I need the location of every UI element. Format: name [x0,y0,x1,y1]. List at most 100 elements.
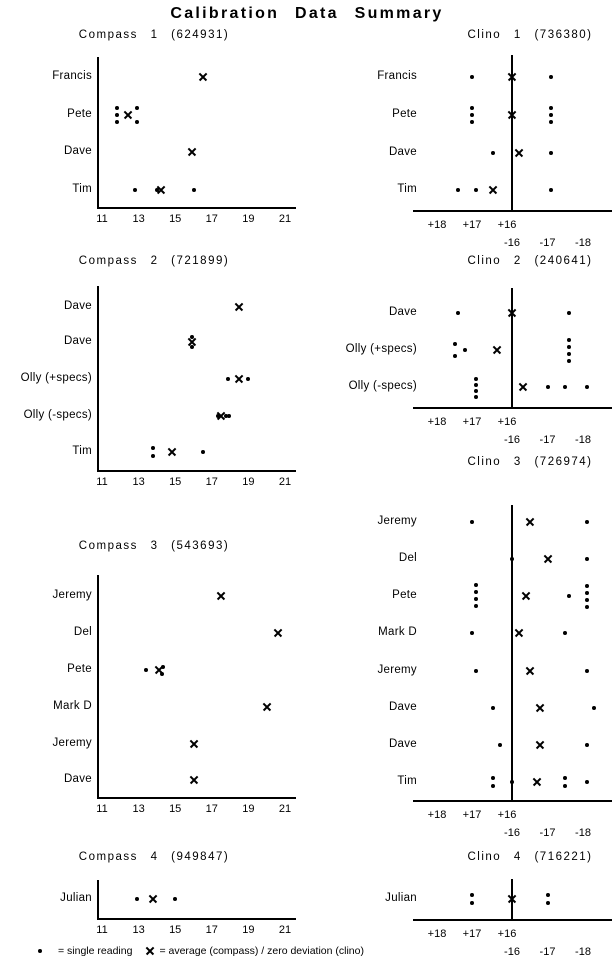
reading-dot [498,743,502,747]
reading-dot [470,893,474,897]
row-label: Olly (-specs) [348,380,417,392]
zero-deviation-cross [532,777,541,787]
chart-title: Compass 3 (543693) [78,540,230,552]
x-tick-label: 21 [278,803,292,815]
reading-dot [456,188,460,192]
average-cross [187,147,196,157]
reading-dot [566,311,571,315]
zero-deviation-line [511,288,513,407]
reading-dot [566,352,571,356]
x-tick-label: 15 [169,803,182,815]
reading-dot [566,338,571,342]
reading-dot [473,395,478,399]
row-label: Mark D [53,700,92,712]
y-axis-line [97,57,99,207]
x-tick-label: 21 [278,213,292,225]
y-axis-line [97,880,99,918]
x-axis-line [413,800,612,802]
row-label: Olly (-specs) [23,409,92,421]
row-label: Dave [388,738,417,750]
row-label: Dave [63,335,92,347]
reading-dot [173,897,178,901]
x-tick-label: 11 [96,803,108,815]
reading-dot [584,557,589,561]
average-cross [216,591,226,601]
reading-dot [510,557,514,561]
x-tick-label: -17 [539,827,556,839]
row-label: Jeremy [377,515,417,527]
row-label: Tim [397,183,417,195]
zero-deviation-cross [536,740,545,750]
reading-dot [549,188,554,192]
reading-dot [473,383,478,387]
x-tick-label: 11 [96,213,108,225]
x-tick-label: 13 [132,213,145,225]
x-tick-label: -17 [539,946,556,958]
reading-dot [151,454,156,458]
reading-dot [491,150,495,155]
reading-dot [566,594,571,598]
reading-dot [470,113,474,117]
x-tick-label: 19 [242,924,255,936]
x-tick-label: 21 [278,924,292,936]
reading-dot [470,901,474,905]
reading-dot [473,377,478,381]
reading-dot [473,590,478,594]
zero-deviation-cross [518,382,527,392]
row-label: Pete [67,663,92,675]
reading-dot [510,780,514,784]
x-tick-label: -16 [504,434,520,446]
row-label: Del [398,552,417,564]
x-tick-label: 13 [132,476,145,488]
average-cross [154,665,163,675]
legend-cross-label: = average (compass) / zero deviation (cl… [159,945,364,957]
legend: = single reading = average (compass) / z… [38,944,364,958]
x-tick-label: 13 [132,803,145,815]
reading-dot [456,311,460,315]
x-tick-label: 13 [132,924,145,936]
reading-dot [584,605,589,609]
x-tick-label: +17 [462,416,482,428]
x-tick-label: -16 [504,946,520,958]
average-cross [189,739,198,749]
average-cross-icon [145,946,155,956]
average-cross [167,447,176,457]
reading-dot [463,348,467,352]
average-cross [273,628,282,638]
reading-dot [584,780,589,784]
chart-title: Compass 1 (624931) [78,29,230,41]
row-label: Del [73,626,92,638]
reading-dot [491,706,495,710]
x-tick-label: 15 [169,213,182,225]
row-label: Olly (+specs) [20,372,92,384]
reading-dot [227,414,232,418]
x-tick-label: +16 [497,928,517,940]
zero-deviation-cross [514,628,524,638]
reading-dot [549,120,554,124]
x-axis-line [97,918,297,920]
reading-dot [143,668,148,672]
x-tick-label: 21 [278,476,292,488]
average-cross [216,411,226,421]
row-label: Dave [388,701,417,713]
zero-deviation-cross [525,666,534,676]
reading-dot [189,335,194,339]
row-label: Dave [63,300,92,312]
reading-dot [563,385,568,389]
reading-dot [584,669,589,673]
reading-dot [151,446,156,450]
reading-dot [563,784,568,788]
row-label: Jeremy [52,589,92,601]
x-tick-label: -16 [504,237,520,249]
reading-dot [114,119,119,124]
reading-dot [226,377,231,381]
reading-dot [161,665,166,669]
reading-dot [473,188,478,192]
average-cross [235,374,244,384]
average-cross [149,894,158,904]
reading-dot [549,113,554,117]
x-tick-label: -16 [504,827,520,839]
page-title: Calibration Data Summary [170,5,444,22]
x-tick-label: 17 [205,803,218,815]
reading-dot [566,359,571,363]
